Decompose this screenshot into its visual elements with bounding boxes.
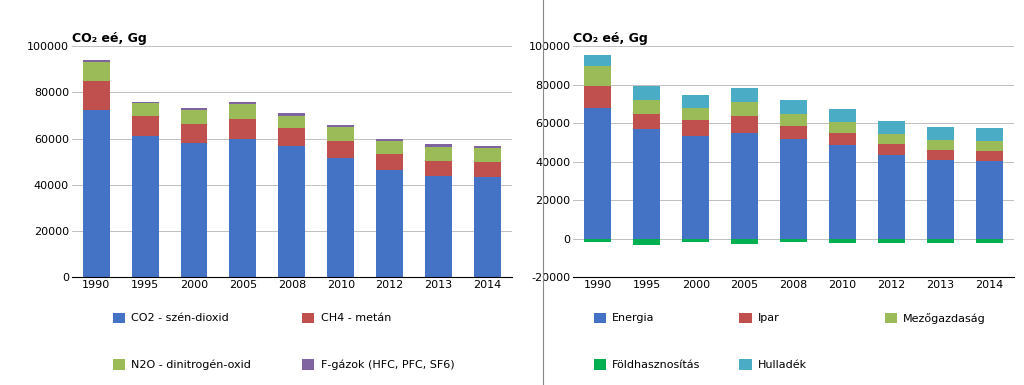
- Bar: [878, 144, 905, 155]
- Bar: [731, 87, 758, 102]
- Bar: [634, 239, 660, 246]
- Bar: [682, 108, 710, 120]
- Bar: [376, 139, 403, 141]
- Bar: [328, 125, 354, 127]
- Bar: [279, 146, 305, 277]
- Bar: [634, 86, 660, 100]
- Text: CO₂ eé, Gg: CO₂ eé, Gg: [573, 32, 648, 45]
- Bar: [376, 170, 403, 277]
- Bar: [682, 120, 710, 136]
- Text: Hulladék: Hulladék: [758, 360, 807, 370]
- Bar: [132, 103, 159, 115]
- Bar: [731, 116, 758, 133]
- Bar: [376, 154, 403, 170]
- Bar: [585, 85, 611, 108]
- Bar: [634, 114, 660, 129]
- Bar: [682, 239, 710, 242]
- Bar: [229, 102, 256, 104]
- Bar: [927, 239, 953, 243]
- Bar: [682, 136, 710, 239]
- Bar: [425, 147, 452, 161]
- Bar: [328, 141, 354, 158]
- Bar: [927, 127, 953, 140]
- Bar: [829, 122, 856, 133]
- Bar: [927, 139, 953, 150]
- Text: N2O - dinitrogén-oxid: N2O - dinitrogén-oxid: [131, 359, 251, 370]
- Bar: [180, 108, 208, 110]
- Bar: [229, 104, 256, 119]
- Bar: [132, 102, 159, 103]
- Bar: [279, 113, 305, 116]
- Bar: [976, 128, 1002, 141]
- Bar: [927, 150, 953, 160]
- Text: CO₂ eé, Gg: CO₂ eé, Gg: [72, 32, 146, 45]
- Bar: [976, 161, 1002, 239]
- Bar: [878, 239, 905, 243]
- Bar: [474, 148, 501, 162]
- Bar: [229, 119, 256, 139]
- Bar: [829, 133, 856, 145]
- Bar: [180, 143, 208, 277]
- Text: Mezőgazdaság: Mezőgazdaság: [903, 313, 986, 324]
- Bar: [976, 141, 1002, 151]
- Bar: [976, 239, 1002, 243]
- Bar: [376, 141, 403, 154]
- Text: Földhasznosítás: Földhasznosítás: [612, 360, 700, 370]
- Bar: [634, 100, 660, 114]
- Bar: [731, 239, 758, 243]
- Bar: [180, 124, 208, 143]
- Bar: [829, 239, 856, 243]
- Bar: [474, 162, 501, 177]
- Bar: [976, 151, 1002, 161]
- Bar: [585, 55, 611, 67]
- Text: F-gázok (HFC, PFC, SF6): F-gázok (HFC, PFC, SF6): [321, 359, 454, 370]
- Bar: [180, 110, 208, 124]
- Bar: [474, 146, 501, 148]
- Bar: [780, 114, 807, 126]
- Bar: [425, 144, 452, 147]
- Bar: [132, 136, 159, 277]
- Bar: [83, 60, 110, 62]
- Text: CO2 - szén-dioxid: CO2 - szén-dioxid: [131, 313, 228, 323]
- Bar: [279, 128, 305, 146]
- Bar: [425, 176, 452, 277]
- Bar: [83, 62, 110, 81]
- Bar: [780, 139, 807, 239]
- Bar: [731, 133, 758, 239]
- Bar: [474, 177, 501, 277]
- Bar: [585, 108, 611, 239]
- Bar: [83, 110, 110, 277]
- Bar: [585, 67, 611, 86]
- Text: CH4 - metán: CH4 - metán: [321, 313, 391, 323]
- Bar: [682, 95, 710, 108]
- Bar: [279, 116, 305, 128]
- Text: Ipar: Ipar: [758, 313, 779, 323]
- Bar: [425, 161, 452, 176]
- Text: Energia: Energia: [612, 313, 655, 323]
- Bar: [780, 126, 807, 139]
- Bar: [878, 134, 905, 144]
- Bar: [731, 102, 758, 116]
- Bar: [328, 127, 354, 141]
- Bar: [634, 129, 660, 239]
- Bar: [829, 145, 856, 239]
- Bar: [132, 116, 159, 136]
- Bar: [83, 81, 110, 110]
- Bar: [878, 121, 905, 134]
- Bar: [328, 158, 354, 277]
- Bar: [229, 139, 256, 277]
- Bar: [878, 155, 905, 239]
- Bar: [585, 239, 611, 242]
- Bar: [780, 100, 807, 114]
- Bar: [927, 160, 953, 239]
- Bar: [780, 239, 807, 242]
- Bar: [829, 109, 856, 122]
